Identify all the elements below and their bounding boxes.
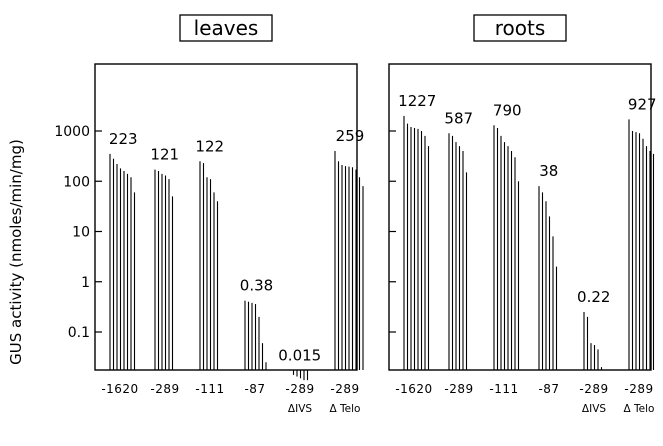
x-category-label: -1620 (395, 382, 432, 396)
x-category-label: -87 (244, 382, 265, 396)
x-category-label: -289 (624, 382, 653, 396)
value-label: 122 (195, 137, 224, 155)
x-category-label: -289 (330, 382, 359, 396)
x-category-label: -289 (444, 382, 473, 396)
x-category-sublabel: ΔIVS (582, 403, 606, 415)
value-label: 121 (150, 146, 179, 164)
y-tick-label: 1 (81, 275, 90, 291)
value-label: 1227 (398, 92, 436, 110)
x-category-label: -111 (489, 382, 518, 396)
x-category-label: -111 (195, 382, 224, 396)
value-label: 790 (493, 101, 522, 119)
panel-title-box (473, 14, 567, 42)
x-category-label: -87 (538, 382, 559, 396)
value-label: 587 (444, 109, 473, 127)
value-label: 0.22 (577, 288, 610, 306)
x-category-sublabel: Δ Telo (330, 403, 361, 415)
value-label: 0.015 (278, 347, 321, 365)
y-axis-label: GUS activity (nmoles/min/mg) (7, 139, 25, 365)
plot-frame (94, 63, 358, 371)
panels: leaves 1000 100 10 1 0.1 223 -1620 121 -289 122 -11… (54, 14, 657, 415)
y-tick-label: 1000 (54, 124, 90, 140)
x-category-sublabel: ΔIVS (288, 403, 312, 415)
x-category-sublabel: Δ Telo (624, 403, 655, 415)
panel-title-box (179, 14, 273, 42)
plot-frame (388, 63, 652, 371)
value-label: 38 (539, 162, 558, 180)
y-tick-label: 0.1 (68, 325, 90, 341)
x-category-label: -289 (285, 382, 314, 396)
y-tick-label: 100 (63, 174, 90, 190)
panel-title: roots (495, 16, 546, 40)
y-tick-label: 10 (72, 225, 90, 241)
value-label: 927 (628, 95, 657, 113)
value-label: 259 (336, 127, 365, 145)
panel-roots: roots 1227 -1620 587 -289 790 -111 38 -87 0.22 -28… (388, 14, 657, 415)
x-category-label: -289 (150, 382, 179, 396)
value-label: 0.38 (240, 277, 273, 295)
panel-leaves: leaves 1000 100 10 1 0.1 223 -1620 121 -289 122 -11… (54, 14, 365, 415)
value-label: 223 (109, 130, 138, 148)
x-category-label: -289 (579, 382, 608, 396)
panel-title: leaves (194, 16, 259, 40)
x-category-label: -1620 (101, 382, 138, 396)
